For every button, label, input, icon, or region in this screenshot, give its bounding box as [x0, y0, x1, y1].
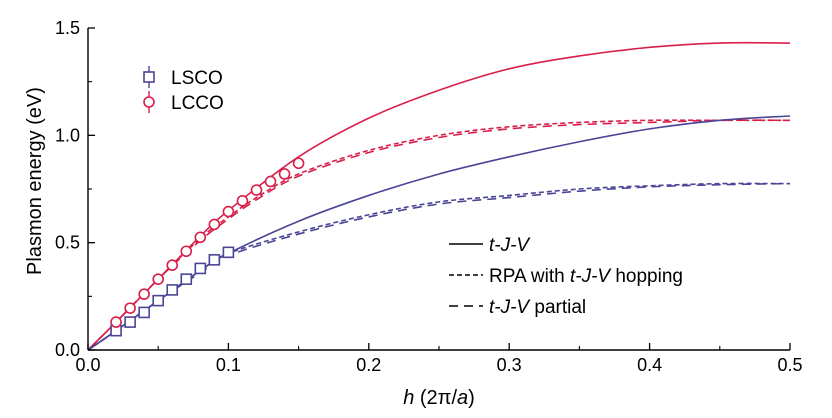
y-tick-label: 0.5: [55, 233, 80, 253]
x-tick-label: 0.4: [637, 355, 662, 375]
lcco-point: [278, 168, 291, 180]
x-tick-label: 0.5: [777, 355, 802, 375]
lcco-point: [292, 157, 305, 170]
y-axis-title: Plasmon energy (eV): [24, 87, 46, 275]
legend: LSCO LCCO t-J-V RPA with t-J-V hopping t-J-V…: [143, 66, 683, 318]
x-tick-label: 0.1: [216, 355, 241, 375]
lcco-point: [124, 302, 136, 314]
lcco-point: [152, 273, 164, 285]
lcco-point: [264, 175, 277, 188]
x-axis-title: h (2π/a): [403, 387, 475, 409]
lsco-point: [124, 316, 136, 328]
lcco-point: [250, 184, 263, 196]
data-points: [110, 157, 305, 337]
lcco-point: [208, 218, 221, 231]
plot-frame: [87, 27, 791, 351]
legend-line-label: t-J-V: [489, 235, 531, 256]
lcco-point: [110, 316, 122, 328]
x-tick-label: 0.0: [75, 355, 100, 375]
curve-lcco-t-j-v-partial: [88, 119, 790, 350]
x-tick-label: 0.3: [497, 355, 522, 375]
curve-lsco-rpa-with-t-j-v-hopping: [88, 182, 790, 350]
lsco-point: [222, 246, 235, 259]
lcco-point: [222, 205, 235, 218]
y-tick-label: 1.5: [55, 18, 80, 38]
lcco-point: [180, 245, 193, 258]
lcco-point: [166, 259, 179, 272]
y-tick-label: 0.0: [55, 340, 80, 360]
legend-circle-marker: [143, 96, 155, 108]
legend-label-lsco: LSCO: [171, 68, 223, 89]
lcco-point: [138, 288, 150, 300]
legend-line-label: t-J-V partial: [489, 297, 586, 318]
x-tick-label: 0.2: [356, 355, 381, 375]
lsco-point: [180, 273, 193, 285]
lsco-point: [194, 262, 207, 275]
lsco-point: [152, 294, 164, 307]
legend-label-lcco: LCCO: [171, 93, 224, 114]
axis-labels: 0.0 0.1 0.2 0.3 0.4 0.5 0.0 0.5 1.0 1.5 h (2π/a) Pl…: [24, 18, 803, 409]
lsco-point: [166, 284, 179, 296]
legend-square-marker: [143, 71, 155, 83]
y-tick-label: 1.0: [55, 125, 80, 145]
curve-lcco-rpa-with-t-j-v-hopping: [88, 119, 790, 350]
lsco-point: [208, 254, 221, 266]
lsco-point: [138, 306, 150, 319]
curve-lsco-t-j-v-partial: [88, 182, 790, 350]
lcco-point: [194, 231, 207, 244]
curve-lsco-t-j-v: [88, 115, 790, 350]
lcco-point: [236, 195, 249, 207]
legend-line-label: RPA with t-J-V hopping: [489, 266, 683, 287]
